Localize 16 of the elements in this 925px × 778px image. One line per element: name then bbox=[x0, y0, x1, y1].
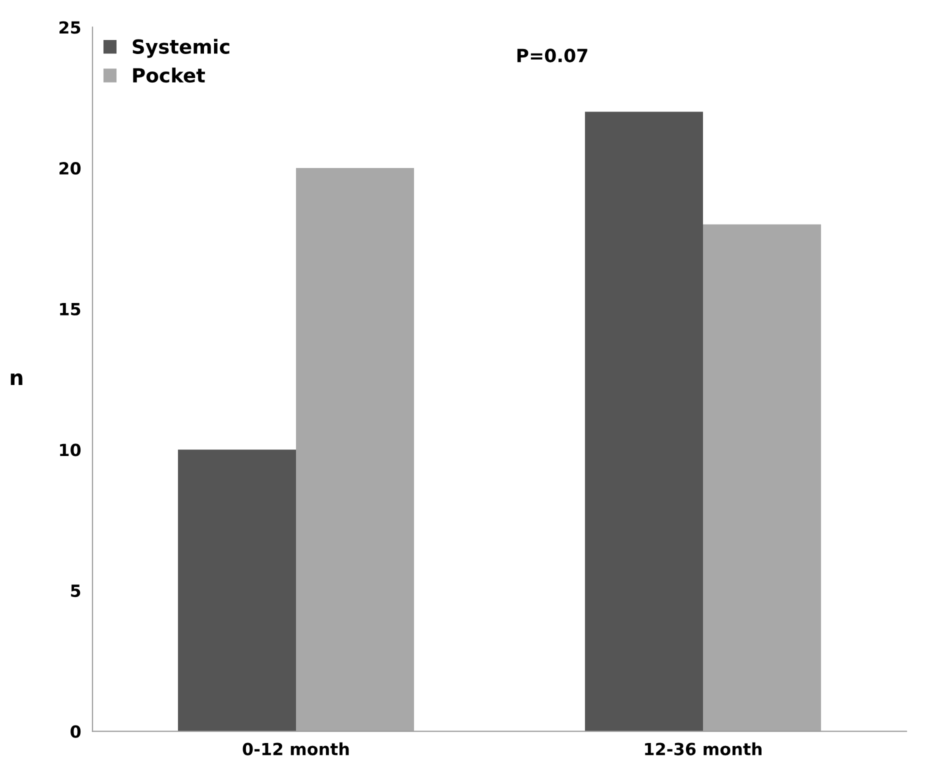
x-tick-label: 0-12 month bbox=[242, 742, 349, 756]
bar bbox=[584, 112, 703, 732]
y-tick-label: 5 bbox=[71, 584, 80, 598]
legend-label: Systemic bbox=[132, 38, 230, 58]
bar bbox=[703, 224, 822, 732]
legend-label: Pocket bbox=[133, 68, 205, 83]
y-tick-label: 15 bbox=[60, 303, 80, 316]
bar bbox=[296, 168, 414, 732]
y-tick-label: 10 bbox=[60, 444, 81, 456]
annotation: P=0.07 bbox=[517, 48, 588, 62]
y-tick-label: 0 bbox=[70, 725, 81, 738]
y-axis-title: n bbox=[10, 373, 22, 386]
bar bbox=[178, 450, 296, 732]
x-tick-label: 12-36 month bbox=[645, 742, 762, 756]
y-tick-label: 20 bbox=[60, 162, 81, 175]
y-tick-label: 25 bbox=[60, 21, 80, 34]
